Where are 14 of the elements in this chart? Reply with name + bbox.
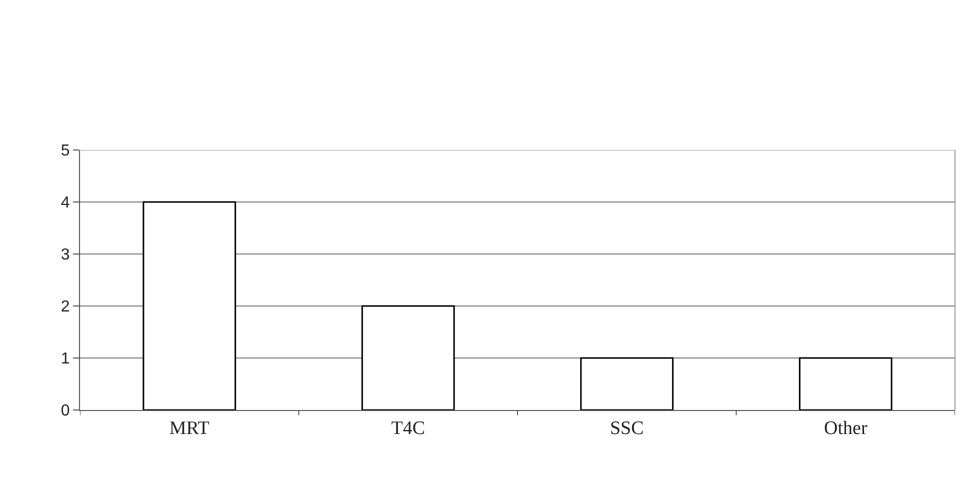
y-tick-label: 0	[60, 402, 70, 420]
bar	[361, 305, 455, 410]
x-tick-label: MRT	[169, 418, 210, 439]
bar	[580, 357, 674, 410]
x-tick-label: SSC	[610, 418, 644, 439]
y-tick-label: 1	[60, 350, 70, 368]
bar	[798, 357, 892, 410]
y-tick-label: 4	[60, 194, 70, 212]
y-tick-label: 3	[60, 246, 70, 264]
x-tick-label: T4C	[391, 418, 426, 439]
bar	[142, 201, 236, 410]
x-tick-label: Other	[824, 418, 868, 439]
y-tick-label: 5	[60, 142, 70, 160]
y-tick-label: 2	[60, 298, 70, 316]
